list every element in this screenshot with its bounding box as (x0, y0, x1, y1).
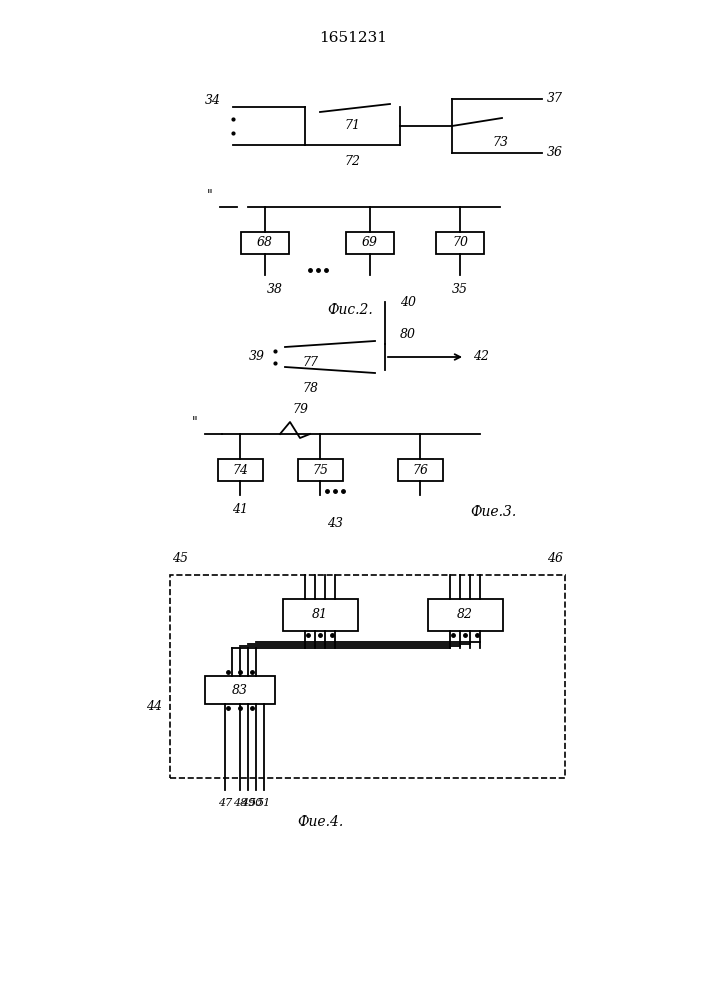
Text: 83: 83 (232, 684, 248, 696)
Text: Фис.2.: Фис.2. (327, 303, 373, 317)
Text: 70: 70 (452, 236, 468, 249)
Text: 1651231: 1651231 (319, 31, 387, 45)
Text: 75: 75 (312, 464, 328, 477)
Text: 46: 46 (547, 552, 563, 565)
Text: 76: 76 (412, 464, 428, 477)
FancyBboxPatch shape (428, 599, 503, 631)
FancyBboxPatch shape (241, 232, 289, 254)
Text: 77: 77 (302, 356, 318, 369)
Text: 51: 51 (257, 798, 271, 808)
Text: 34: 34 (205, 95, 221, 107)
Text: ": " (192, 416, 198, 429)
Text: 49: 49 (241, 798, 255, 808)
Text: 47: 47 (218, 798, 232, 808)
Text: 81: 81 (312, 608, 328, 621)
Text: 37: 37 (547, 93, 563, 105)
FancyBboxPatch shape (170, 575, 565, 778)
Text: 68: 68 (257, 236, 273, 249)
Text: 73: 73 (492, 136, 508, 149)
FancyBboxPatch shape (205, 676, 275, 704)
Text: 41: 41 (232, 503, 248, 516)
Text: ": " (207, 189, 213, 202)
FancyBboxPatch shape (397, 459, 443, 481)
Text: 80: 80 (400, 328, 416, 340)
FancyBboxPatch shape (218, 459, 262, 481)
FancyBboxPatch shape (436, 232, 484, 254)
Text: 39: 39 (249, 351, 265, 363)
Text: 38: 38 (267, 283, 283, 296)
Text: 35: 35 (452, 283, 468, 296)
FancyBboxPatch shape (283, 599, 358, 631)
Text: 36: 36 (547, 146, 563, 159)
Text: 40: 40 (400, 296, 416, 308)
Text: Фие.4.: Фие.4. (297, 815, 343, 829)
Text: 43: 43 (327, 517, 343, 530)
FancyBboxPatch shape (298, 459, 342, 481)
Text: 71: 71 (344, 119, 361, 132)
Text: 82: 82 (457, 608, 473, 621)
Text: 48: 48 (233, 798, 247, 808)
Text: 72: 72 (344, 155, 361, 168)
Text: 78: 78 (302, 382, 318, 395)
Text: 45: 45 (172, 552, 188, 565)
Text: 42: 42 (473, 351, 489, 363)
FancyBboxPatch shape (346, 232, 394, 254)
Text: 69: 69 (362, 236, 378, 249)
Text: 44: 44 (146, 700, 162, 713)
Text: 79: 79 (292, 403, 308, 416)
Text: 74: 74 (232, 464, 248, 477)
Text: Фие.3.: Фие.3. (470, 505, 516, 519)
Text: 50: 50 (249, 798, 263, 808)
